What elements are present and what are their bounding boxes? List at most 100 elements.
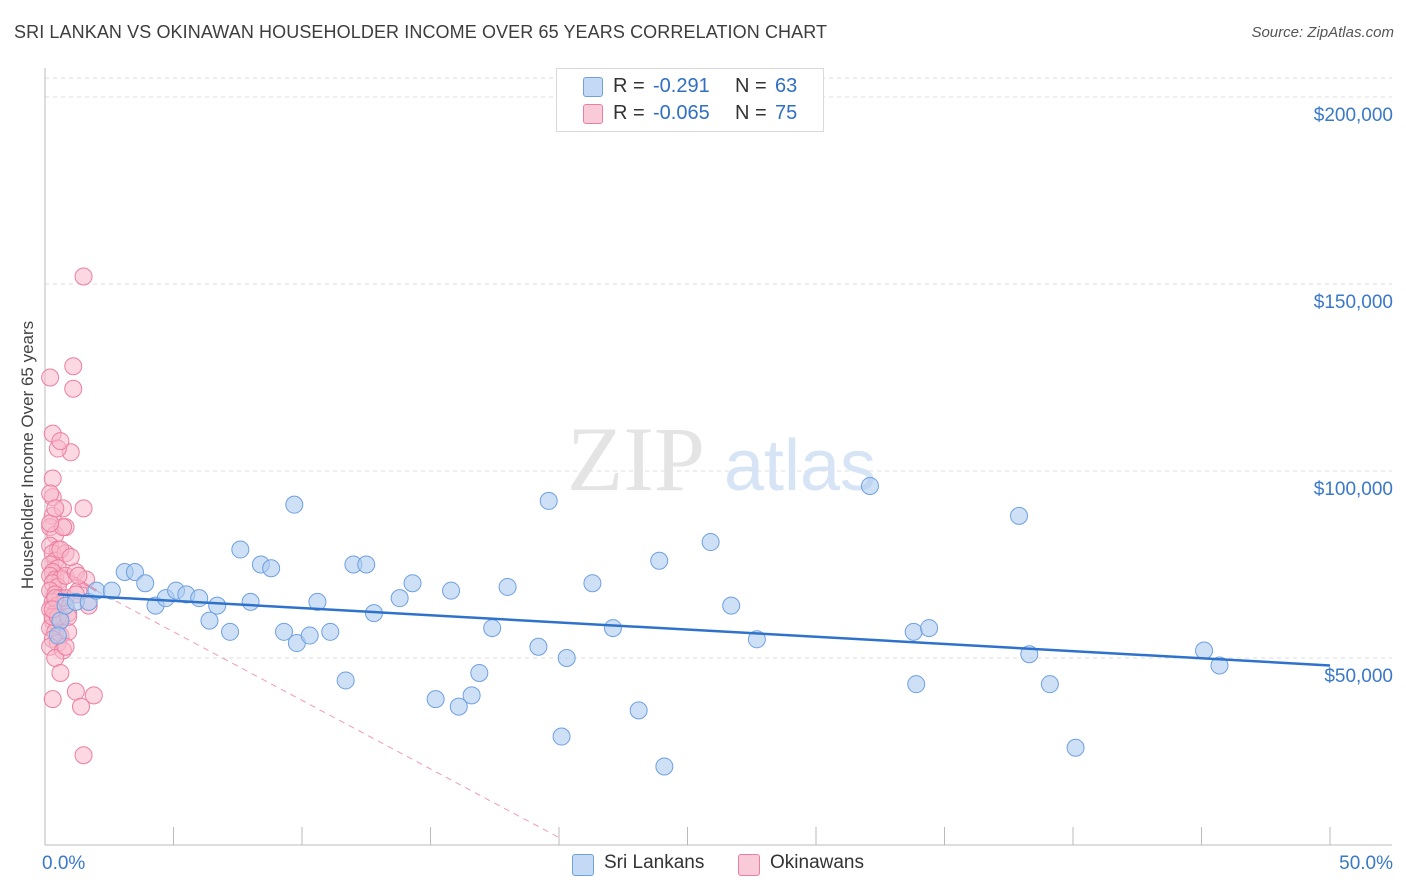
sri-lankans-point (1010, 506, 1029, 525)
okinawans-point (41, 484, 60, 503)
y-tick-label: $50,000 (1324, 666, 1393, 687)
sri-lankans-point (390, 589, 409, 608)
watermark-zip: ZIP (567, 408, 705, 510)
legend-n-value: 75 (775, 102, 798, 124)
okinawans-point (51, 663, 70, 682)
sri-lankans-point (336, 671, 355, 690)
sri-lankans-point (200, 611, 219, 630)
okinawans-point (84, 686, 103, 705)
sri-lankans-point (426, 690, 445, 709)
sri-lankans-point (357, 555, 376, 574)
sri-lankans-point (1210, 656, 1229, 675)
sri-lankans-point (442, 581, 461, 600)
source-label: Source: ZipAtlas.com (1251, 24, 1394, 41)
sri-lankans-point (539, 491, 558, 510)
sri-lankans-point (650, 551, 669, 570)
okinawans-point (41, 514, 60, 533)
sri-lankans-point (449, 697, 468, 716)
sri-lankans-point (285, 495, 304, 514)
stats-legend: R = -0.291 N = 63 R = -0.065 N = 75 (556, 68, 824, 132)
sri-lankans-point (300, 626, 319, 645)
sri-lankans-point (231, 540, 250, 559)
sri-lankans-point (102, 581, 121, 600)
y-tick-label: $100,000 (1314, 479, 1393, 500)
okinawans-point (43, 469, 62, 488)
y-tick-labels: $50,000 $100,000 $150,000 $200,000 (1314, 105, 1393, 687)
okinawans-point (46, 499, 65, 518)
okinawans-point (74, 746, 93, 765)
okinawans-point (71, 697, 90, 716)
sri-lankans-point (583, 574, 602, 593)
legend-n-label: N = (735, 75, 767, 97)
okinawans-point (64, 379, 83, 398)
sri-lankans-point (1195, 641, 1214, 660)
sri-lankans-point (603, 619, 622, 638)
sri-lankans-point (221, 622, 240, 641)
x-tick-label: 0.0% (42, 853, 85, 874)
sri-lankans-point (483, 619, 502, 638)
x-tick-labels: 0.0% 50.0% (42, 853, 1393, 874)
sri-lankans-point (308, 592, 327, 611)
okinawans-trend (46, 559, 560, 838)
sri-lankans-point (241, 592, 260, 611)
sri-lankans-point (557, 649, 576, 667)
sri-lankans-point (462, 686, 481, 705)
sri-lankans-point (552, 727, 571, 746)
okinawans-point (66, 682, 85, 701)
okinawans-point (69, 566, 88, 585)
grid-lines (45, 77, 1392, 659)
y-tick-label: $200,000 (1314, 105, 1393, 126)
x-tick-label: 50.0% (1339, 853, 1393, 874)
sri-lankans-point (403, 574, 422, 593)
sri-lankans-point (1040, 675, 1059, 694)
sri-lankans-point (321, 622, 340, 641)
y-axis-label: Householder Income Over 65 years (18, 320, 37, 590)
axes (44, 68, 1392, 846)
sri-lankans-point (470, 663, 489, 682)
sri-lankans-point (1066, 738, 1085, 757)
sri-lankans-point (262, 559, 281, 578)
sri-lankans-point (907, 675, 926, 694)
okinawans-points (41, 267, 103, 765)
watermark: ZIP atlas (567, 408, 876, 510)
legend-r-label: R = (613, 75, 645, 97)
sri-lankans-point (629, 701, 648, 720)
legend-n-value: 63 (775, 75, 798, 97)
sri-lankans-point (125, 562, 144, 581)
sri-lankans-point (920, 619, 939, 638)
sri-lankans-point (190, 589, 209, 608)
legend-r-label: R = (613, 102, 645, 124)
legend-r-value: -0.065 (653, 102, 710, 124)
chart-title: SRI LANKAN VS OKINAWAN HOUSEHOLDER INCOM… (14, 22, 828, 42)
sri-lankans-point (529, 637, 548, 656)
sri-lankans-point (136, 574, 155, 593)
sri-lankans-trend (57, 593, 1331, 667)
sri-lankans-point (722, 596, 741, 615)
okinawans-point (61, 548, 80, 567)
okinawans-point (64, 357, 83, 376)
sri-lankans-points (48, 476, 1229, 776)
sri-lankans-point (51, 611, 70, 630)
okinawans-point (41, 368, 60, 387)
okinawans-point (43, 690, 62, 709)
sri-lankans-trend-line (57, 593, 1331, 667)
legend-r-value: -0.291 (653, 75, 710, 97)
sri-lankans-point (701, 533, 720, 552)
sri-lankans-point (747, 630, 766, 649)
legend-n-label: N = (735, 102, 767, 124)
bottom-legend-swatch-blue (572, 854, 594, 876)
legend-swatch-blue (583, 77, 603, 97)
watermark-atlas: atlas (724, 426, 876, 506)
sri-lankans-point (208, 596, 227, 615)
legend-swatch-pink (583, 104, 603, 124)
sri-lankans-point (655, 757, 674, 776)
sri-lankans-point (48, 626, 67, 645)
bottom-legend-swatch-pink (738, 854, 760, 876)
okinawans-point (74, 267, 93, 286)
sri-lankans-point (860, 476, 879, 495)
okinawans-point (51, 432, 70, 451)
bottom-legend-label: Sri Lankans (604, 852, 705, 873)
sri-lankans-point (904, 622, 923, 641)
sri-lankans-point (498, 577, 517, 596)
